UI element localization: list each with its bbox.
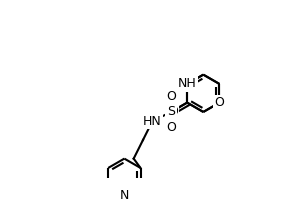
Text: N: N	[120, 189, 129, 200]
Text: S: S	[167, 105, 175, 118]
Text: O: O	[166, 121, 176, 134]
Text: O: O	[214, 96, 224, 109]
Text: NH: NH	[178, 77, 196, 90]
Text: O: O	[166, 90, 176, 103]
Text: O: O	[168, 105, 178, 118]
Text: HN: HN	[143, 115, 162, 128]
